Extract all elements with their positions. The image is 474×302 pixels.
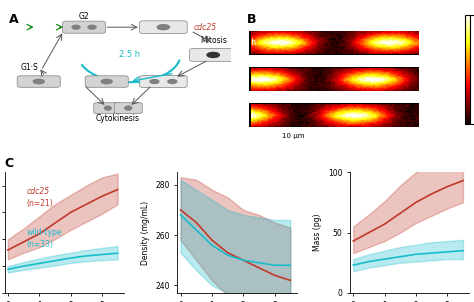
- FancyBboxPatch shape: [63, 21, 106, 33]
- Bar: [249, 67, 419, 91]
- Y-axis label: Mass (pg): Mass (pg): [313, 214, 322, 251]
- Text: Mitosis: Mitosis: [200, 36, 227, 45]
- Ellipse shape: [125, 106, 132, 110]
- Ellipse shape: [72, 25, 80, 29]
- Bar: [249, 103, 419, 127]
- Text: Cytokinesis: Cytokinesis: [96, 114, 140, 124]
- Text: C: C: [5, 157, 14, 170]
- Ellipse shape: [150, 80, 159, 83]
- Ellipse shape: [207, 53, 219, 57]
- FancyBboxPatch shape: [114, 103, 142, 114]
- Text: A: A: [9, 13, 19, 26]
- Text: cdc25: cdc25: [26, 187, 49, 196]
- FancyBboxPatch shape: [190, 49, 237, 61]
- FancyBboxPatch shape: [139, 76, 187, 88]
- Text: 0 h: 0 h: [244, 38, 256, 47]
- Text: (n=21): (n=21): [26, 199, 53, 208]
- Ellipse shape: [104, 106, 111, 110]
- Ellipse shape: [168, 80, 177, 83]
- Text: 2.5 h: 2.5 h: [119, 50, 140, 59]
- Text: 2 h: 2 h: [244, 75, 256, 84]
- FancyBboxPatch shape: [17, 76, 60, 87]
- Ellipse shape: [101, 79, 112, 84]
- FancyBboxPatch shape: [85, 76, 128, 87]
- Text: wild-type: wild-type: [26, 228, 62, 237]
- Ellipse shape: [33, 79, 44, 84]
- Ellipse shape: [157, 25, 170, 30]
- Text: (n=33): (n=33): [26, 240, 53, 249]
- Bar: [249, 31, 419, 55]
- Text: B: B: [247, 13, 257, 26]
- Y-axis label: Density (mg/mL): Density (mg/mL): [141, 201, 150, 265]
- Ellipse shape: [88, 25, 96, 29]
- Text: cdc25: cdc25: [194, 23, 217, 32]
- Text: 4 h: 4 h: [244, 111, 256, 120]
- Text: 10 μm: 10 μm: [283, 133, 305, 139]
- Text: G1·S: G1·S: [20, 63, 38, 72]
- FancyBboxPatch shape: [139, 21, 187, 34]
- FancyBboxPatch shape: [94, 103, 122, 114]
- Text: G2: G2: [79, 12, 90, 21]
